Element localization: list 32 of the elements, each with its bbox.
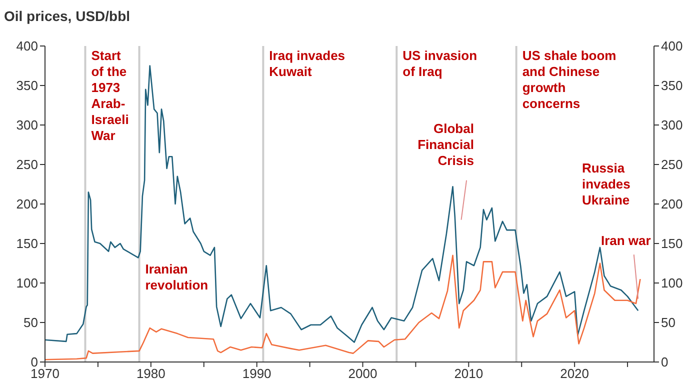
y2-tick-label: 400 (661, 38, 683, 54)
ref-line-label: Iraq invades Kuwait (269, 48, 346, 79)
ref-line-label: Iranian revolution (145, 262, 208, 293)
y-tick-label: 300 (16, 118, 38, 133)
annotation: Iran war (600, 233, 651, 248)
y-tick-label: 100 (16, 276, 38, 291)
x-tick-label: 1980 (136, 366, 166, 382)
y-tick-label: 50 (24, 315, 38, 330)
y-tick-label: 350 (16, 78, 38, 94)
ref-line-label: US invasion of Iraq (402, 48, 478, 79)
y2-tick-label: 150 (661, 236, 683, 252)
chart-title: Oil prices, USD/bbl (4, 8, 130, 24)
x-tick-label: 2000 (348, 366, 378, 382)
annotation: Global Financial Crisis (418, 120, 474, 168)
ref-line-label: Start of the 1973 Arab-Israeli War (91, 48, 129, 143)
y2-tick-label: 250 (661, 157, 683, 172)
x-tick-label: 1990 (242, 366, 272, 382)
y2-tick-label: 50 (661, 315, 676, 330)
y2-tick-label: 0 (661, 354, 668, 370)
annotation: Russia invades Ukraine (582, 160, 630, 208)
ref-line-label: US shale boom and Chinese growth concerns (522, 48, 616, 111)
y2-tick-label: 300 (661, 118, 683, 133)
x-tick-label: 2020 (560, 366, 590, 382)
y2-tick-label: 350 (661, 78, 683, 94)
y-tick-label: 400 (16, 38, 38, 54)
x-tick-label: 2010 (454, 366, 484, 382)
y-tick-label: 200 (16, 196, 38, 212)
y-tick-label: 250 (16, 157, 38, 172)
y2-tick-label: 200 (661, 196, 683, 212)
line-series (45, 254, 641, 360)
y2-tick-label: 100 (661, 276, 683, 291)
y-tick-label: 150 (16, 236, 38, 252)
